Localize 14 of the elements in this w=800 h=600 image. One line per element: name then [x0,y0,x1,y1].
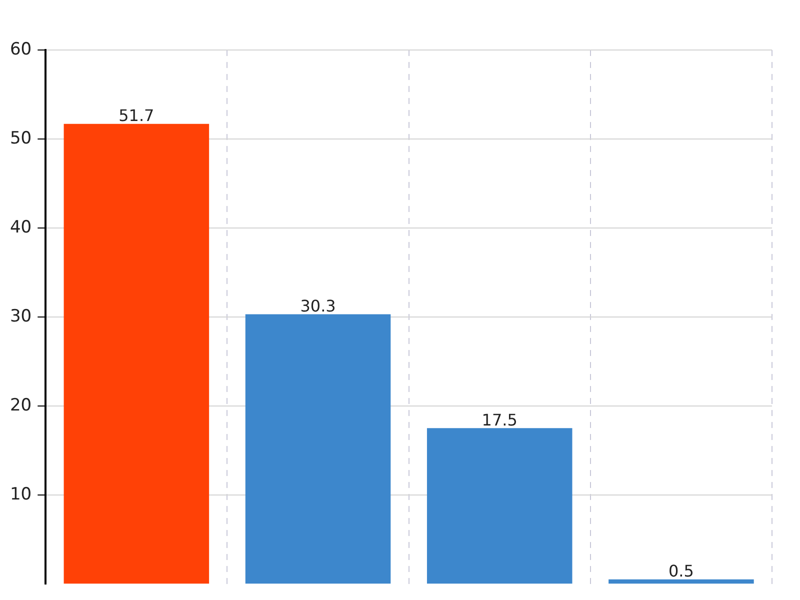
y-tick-label: 30 [10,306,32,326]
y-tick-label: 10 [10,484,32,504]
y-tick-label: 20 [10,395,32,416]
y-tick-label: 60 [10,39,32,60]
data-label: 30.3 [300,296,336,316]
data-label: 51.7 [118,106,154,125]
bar [608,579,754,584]
bar [64,124,210,584]
data-label: 0.5 [668,562,694,581]
data-label: 17.5 [482,410,518,430]
bar [426,428,572,584]
bar [245,314,391,584]
y-tick-label: 50 [10,128,32,148]
y-tick-label: 40 [10,217,32,238]
